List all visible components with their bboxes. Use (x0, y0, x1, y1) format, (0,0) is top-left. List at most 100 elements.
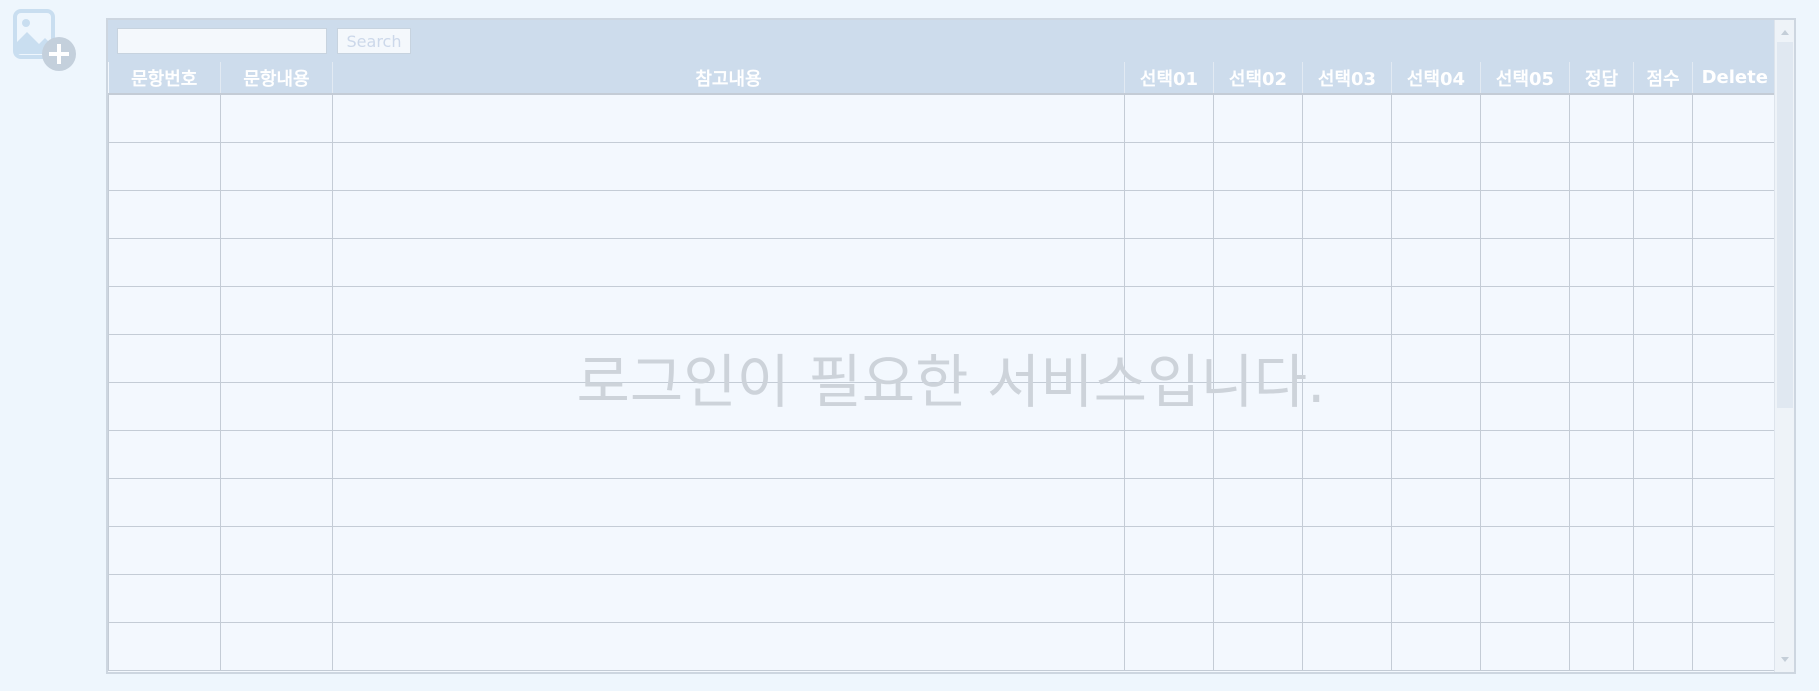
table-cell[interactable] (1480, 285, 1570, 335)
table-cell[interactable] (1692, 477, 1777, 527)
table-cell[interactable] (1569, 237, 1634, 287)
table-cell[interactable] (108, 429, 221, 479)
table-cell[interactable] (1480, 141, 1570, 191)
table-cell[interactable] (1302, 189, 1392, 239)
table-cell[interactable] (1213, 189, 1303, 239)
table-cell[interactable] (332, 141, 1125, 191)
table-cell[interactable] (1633, 381, 1693, 431)
table-cell[interactable] (108, 237, 221, 287)
column-header-question-number[interactable]: 문항번호 (108, 62, 221, 94)
search-input[interactable] (117, 28, 327, 54)
column-header-reference[interactable]: 참고내용 (332, 62, 1125, 94)
table-cell[interactable] (1480, 189, 1570, 239)
column-header-choice-04[interactable]: 선택04 (1391, 62, 1481, 94)
table-cell[interactable] (1213, 621, 1303, 671)
table-cell[interactable] (1480, 477, 1570, 527)
search-button[interactable]: Search (337, 28, 411, 54)
table-cell[interactable] (1391, 621, 1481, 671)
table-cell[interactable] (220, 621, 333, 671)
table-cell[interactable] (1213, 429, 1303, 479)
column-header-choice-03[interactable]: 선택03 (1302, 62, 1392, 94)
table-cell[interactable] (1480, 573, 1570, 623)
table-cell[interactable] (332, 477, 1125, 527)
table-cell[interactable] (1569, 477, 1634, 527)
table-cell[interactable] (332, 93, 1125, 143)
table-cell[interactable] (332, 237, 1125, 287)
table-cell[interactable] (332, 525, 1125, 575)
table-cell[interactable] (1569, 525, 1634, 575)
table-cell[interactable] (1480, 381, 1570, 431)
table-cell[interactable] (1213, 93, 1303, 143)
table-cell[interactable] (1569, 381, 1634, 431)
table-cell[interactable] (1569, 573, 1634, 623)
table-cell[interactable] (220, 381, 333, 431)
table-cell[interactable] (1124, 93, 1214, 143)
table-cell[interactable] (108, 621, 221, 671)
table-cell[interactable] (108, 381, 221, 431)
table-cell[interactable] (1124, 141, 1214, 191)
table-cell[interactable] (1391, 573, 1481, 623)
table-cell[interactable] (108, 333, 221, 383)
table-row[interactable] (108, 93, 1777, 143)
table-cell[interactable] (1391, 189, 1481, 239)
table-cell[interactable] (220, 525, 333, 575)
table-cell[interactable] (1124, 381, 1214, 431)
table-cell[interactable] (1569, 189, 1634, 239)
table-cell[interactable] (220, 333, 333, 383)
column-header-delete[interactable]: Delete (1692, 62, 1777, 94)
table-row[interactable] (108, 429, 1777, 479)
table-cell[interactable] (332, 189, 1125, 239)
table-cell[interactable] (1124, 525, 1214, 575)
table-cell[interactable] (1391, 477, 1481, 527)
table-cell[interactable] (1569, 621, 1634, 671)
table-cell[interactable] (1480, 429, 1570, 479)
table-cell[interactable] (1391, 237, 1481, 287)
column-header-choice-05[interactable]: 선택05 (1480, 62, 1570, 94)
table-cell[interactable] (220, 477, 333, 527)
column-header-question-content[interactable]: 문항내용 (220, 62, 333, 94)
table-cell[interactable] (1480, 333, 1570, 383)
table-cell[interactable] (1692, 525, 1777, 575)
table-cell[interactable] (1124, 237, 1214, 287)
table-cell[interactable] (1692, 333, 1777, 383)
table-cell[interactable] (1391, 141, 1481, 191)
table-cell[interactable] (1213, 381, 1303, 431)
column-header-score[interactable]: 점수 (1633, 62, 1693, 94)
scroll-up-icon[interactable] (1781, 30, 1789, 35)
table-cell[interactable] (1569, 141, 1634, 191)
vertical-scrollbar[interactable] (1774, 20, 1794, 672)
table-cell[interactable] (1480, 237, 1570, 287)
table-cell[interactable] (1480, 621, 1570, 671)
table-cell[interactable] (1302, 429, 1392, 479)
table-cell[interactable] (1692, 573, 1777, 623)
scroll-thumb[interactable] (1777, 42, 1793, 408)
table-cell[interactable] (1569, 333, 1634, 383)
table-cell[interactable] (1633, 573, 1693, 623)
table-cell[interactable] (1692, 93, 1777, 143)
table-cell[interactable] (1692, 237, 1777, 287)
table-cell[interactable] (1692, 429, 1777, 479)
table-row[interactable] (108, 525, 1777, 575)
table-row[interactable] (108, 477, 1777, 527)
scroll-down-icon[interactable] (1781, 657, 1789, 662)
table-row[interactable] (108, 189, 1777, 239)
table-cell[interactable] (1692, 189, 1777, 239)
table-cell[interactable] (1213, 285, 1303, 335)
table-cell[interactable] (1213, 477, 1303, 527)
table-cell[interactable] (1302, 621, 1392, 671)
table-cell[interactable] (332, 621, 1125, 671)
table-cell[interactable] (1124, 285, 1214, 335)
column-header-answer[interactable]: 정답 (1569, 62, 1634, 94)
table-cell[interactable] (1302, 333, 1392, 383)
table-cell[interactable] (1302, 573, 1392, 623)
table-cell[interactable] (1480, 93, 1570, 143)
table-cell[interactable] (1124, 573, 1214, 623)
table-row[interactable] (108, 573, 1777, 623)
table-cell[interactable] (1692, 141, 1777, 191)
table-row[interactable] (108, 141, 1777, 191)
column-header-choice-01[interactable]: 선택01 (1124, 62, 1214, 94)
table-cell[interactable] (1391, 525, 1481, 575)
table-cell[interactable] (1124, 621, 1214, 671)
table-cell[interactable] (1302, 381, 1392, 431)
table-cell[interactable] (1213, 141, 1303, 191)
